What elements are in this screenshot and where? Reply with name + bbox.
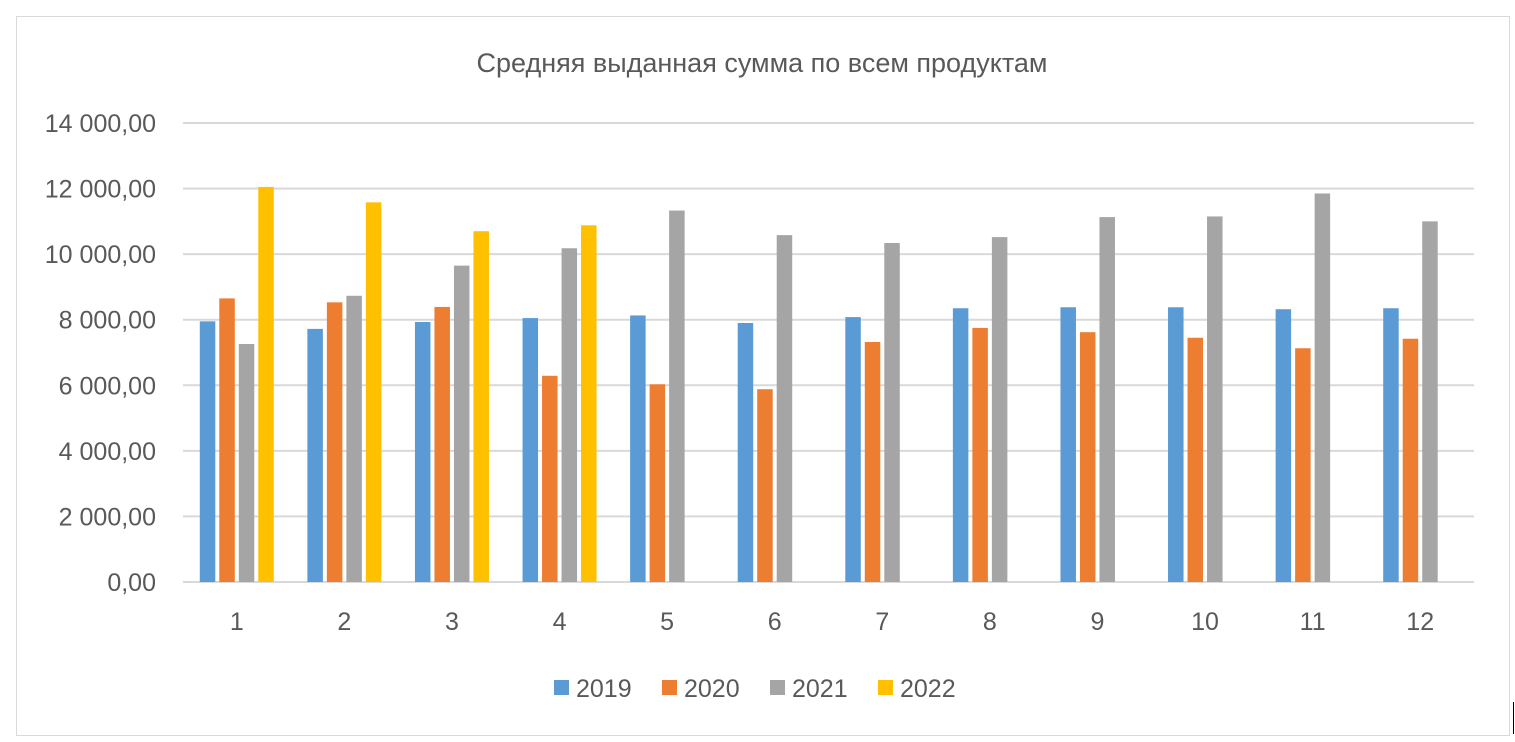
y-tick-label: 6 000,00 (59, 372, 156, 400)
bar-2021-7 (884, 242, 900, 582)
x-tick-label: 8 (983, 608, 997, 636)
x-tick-label: 12 (1406, 608, 1434, 636)
bar-2020-9 (1079, 332, 1096, 582)
x-tick-label: 11 (1300, 608, 1326, 636)
bar-2020-10 (1187, 337, 1204, 582)
legend-label: 2022 (900, 675, 956, 703)
x-tick-label: 2 (337, 608, 351, 636)
gridlines (183, 122, 1474, 583)
bar-2019-5 (630, 315, 646, 582)
bar-2019-11 (1275, 309, 1292, 582)
legend-swatch-2020 (662, 680, 677, 695)
bar-2020-5 (649, 384, 666, 582)
y-tick-label: 10 000,00 (45, 241, 156, 269)
y-tick-label: 14 000,00 (45, 110, 156, 138)
bar-2022-4 (581, 225, 597, 582)
text-cursor (1513, 702, 1514, 734)
legend-swatch-2022 (878, 680, 893, 695)
bar-2020-11 (1295, 348, 1311, 582)
x-tick-label: 7 (875, 608, 889, 636)
bar-2019-10 (1168, 307, 1184, 582)
bar-2021-5 (669, 210, 685, 583)
y-tick-label: 12 000,00 (45, 176, 156, 204)
bar-2020-8 (972, 327, 988, 582)
legend-label: 2021 (792, 675, 848, 703)
y-tick-label: 4 000,00 (59, 438, 156, 466)
bar-2021-2 (346, 295, 362, 582)
bar-2022-3 (473, 231, 489, 582)
x-tick-label: 6 (768, 608, 782, 636)
bar-2019-2 (307, 328, 323, 582)
bar-2022-2 (365, 202, 382, 582)
y-tick-label: 8 000,00 (59, 307, 156, 335)
y-tick-label: 0,00 (107, 569, 156, 597)
bar-2021-8 (991, 237, 1008, 582)
legend-label: 2019 (576, 675, 632, 703)
bar-2019-3 (414, 322, 431, 582)
bar-2021-10 (1207, 216, 1223, 583)
bar-2019-7 (845, 317, 861, 582)
legend-swatch-2021 (770, 680, 785, 695)
x-tick-label: 9 (1091, 608, 1105, 636)
bars (199, 186, 1438, 583)
bar-2021-3 (453, 265, 470, 582)
bar-2019-12 (1383, 308, 1399, 582)
x-tick-label: 5 (660, 608, 674, 636)
y-axis-ticks: 0,00 2 000,00 4 000,00 6 000,00 8 000,00 10 0… (45, 110, 156, 597)
legend-label: 2020 (684, 675, 740, 703)
bar-2020-1 (219, 298, 235, 582)
x-tick-label: 4 (553, 608, 567, 636)
bar-2021-6 (776, 235, 793, 582)
chart-title: Средняя выданная сумма по всем продуктам (477, 48, 1048, 78)
bar-2021-1 (238, 343, 255, 582)
bar-2020-4 (542, 375, 558, 582)
bar-2021-12 (1422, 221, 1438, 582)
bar-2020-12 (1402, 338, 1419, 582)
legend-swatch-2019 (554, 680, 569, 695)
bar-2021-4 (561, 248, 578, 582)
bar-2022-1 (258, 186, 274, 583)
x-tick-label: 1 (230, 608, 244, 636)
x-tick-label: 3 (445, 608, 459, 636)
bar-2019-8 (952, 308, 969, 582)
bar-2019-4 (522, 318, 539, 582)
bar-2019-9 (1060, 307, 1076, 582)
bar-2020-2 (326, 302, 343, 582)
bar-2019-1 (199, 321, 216, 582)
bar-2020-3 (434, 306, 450, 582)
y-tick-label: 2 000,00 (59, 503, 156, 531)
legend: 2019 2020 2021 2022 (554, 675, 956, 703)
x-tick-label: 10 (1191, 608, 1219, 636)
bar-2020-7 (864, 342, 881, 582)
bar-2021-9 (1099, 217, 1115, 582)
bar-2019-6 (737, 322, 754, 582)
bar-2021-11 (1314, 193, 1331, 582)
x-axis-ticks: 1 2 3 4 5 6 7 8 9 10 11 12 (230, 608, 1434, 636)
bar-2020-6 (757, 389, 773, 582)
